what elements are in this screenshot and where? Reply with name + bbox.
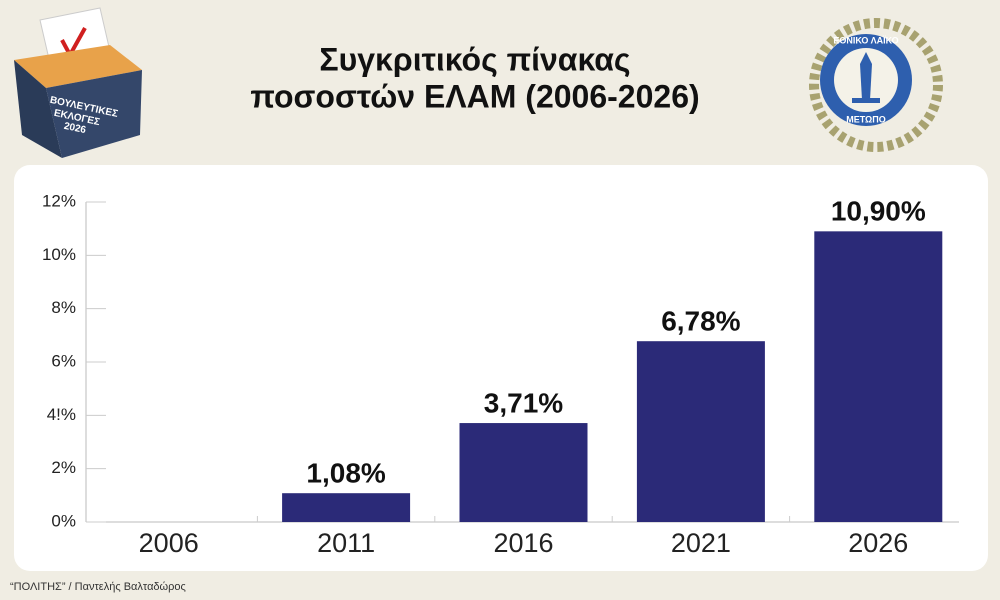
y-tick-label: 4!% [47, 405, 76, 424]
y-tick-label: 0% [51, 511, 76, 530]
bar [282, 493, 411, 522]
emblem-logo: ΕΘΝΙΚΟ ΛΑΪΚΟ ΜΕΤΩΠΟ [809, 18, 943, 152]
y-tick-label: 12% [42, 191, 76, 210]
source: “ΠΟΛΙΤΗΣ” / Παντελής Βαλταδώρος [10, 581, 186, 593]
y-tick-label: 8% [51, 298, 76, 317]
bar [814, 231, 943, 523]
emblem-text: ΕΘΝΙΚΟ ΛΑΪΚΟ [833, 35, 898, 45]
ballot-text: 2026 [63, 121, 87, 136]
value-label: 10,90% [831, 196, 926, 227]
bar [636, 341, 765, 522]
ballot-box-logo: ΒΟΥΛΕΥΤΙΚΕΣ ΕΚΛΟΓΕΣ 2026 [14, 7, 142, 158]
chart-title: Συγκριτικός πίνακας [319, 41, 630, 77]
y-tick-label: 6% [51, 351, 76, 370]
x-tick-label: 2011 [317, 528, 375, 558]
bar [459, 423, 588, 522]
y-tick-label: 2% [51, 458, 76, 477]
x-tick-label: 2006 [139, 528, 199, 558]
x-tick-label: 2021 [671, 528, 731, 558]
value-label: 6,78% [661, 306, 740, 337]
emblem-text: ΜΕΤΩΠΟ [846, 114, 886, 124]
value-label: 3,71% [484, 387, 563, 418]
x-tick-label: 2016 [493, 528, 553, 558]
x-tick-label: 2026 [848, 528, 908, 558]
y-tick-label: 10% [42, 245, 76, 264]
chart-title: ποσοστών ΕΛΑΜ (2006-2026) [250, 78, 699, 114]
value-label: 1,08% [306, 458, 385, 489]
